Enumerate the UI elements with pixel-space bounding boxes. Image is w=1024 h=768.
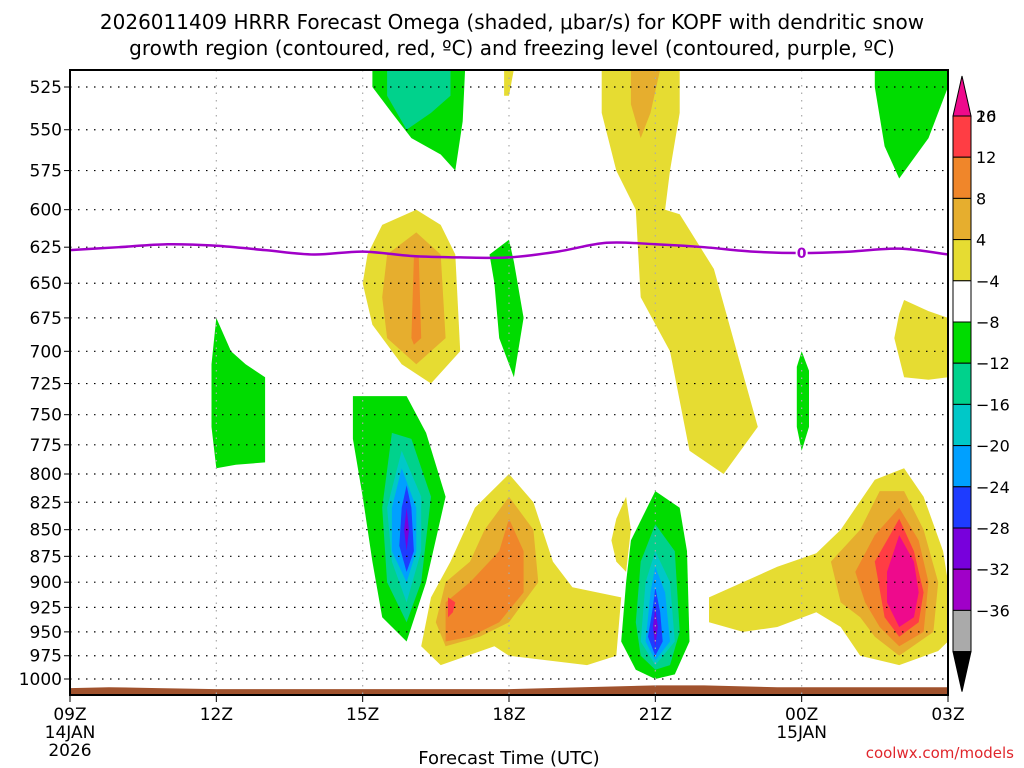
green-blob-left [211, 317, 266, 469]
y-tick-label: 650 [30, 274, 62, 294]
colorbar-label: −16 [976, 395, 1010, 414]
y-tick-label: 675 [30, 309, 62, 329]
teal-blob-top-1 [387, 70, 451, 130]
x-tick-label: 21Z [639, 705, 672, 725]
y-axis-ticks: 525 550 575 600 625 650 675 700 725 750 775 800 825 8… [19, 78, 70, 690]
colorbar-arrow-up [952, 75, 972, 117]
purple-blob-5 [652, 607, 658, 647]
y-tick-label: 775 [30, 436, 62, 456]
colorbar-label: −28 [976, 519, 1010, 538]
colorbar-label: 8 [976, 189, 986, 208]
yellow-blob-small [611, 496, 631, 572]
colorbar-swatch [952, 568, 972, 611]
y-tick-label: 875 [30, 547, 62, 567]
red-blob-4 [448, 597, 456, 618]
terrain-fill [70, 685, 948, 695]
colorbar-label: −4 [976, 272, 1000, 291]
colorbar-swatch [952, 156, 972, 199]
x-tick-date: 14JAN [45, 723, 96, 743]
freezing-label-bg [795, 245, 808, 262]
magenta-blob-6 [887, 535, 919, 627]
colorbar-label: 20 [976, 107, 996, 126]
colorbar-swatch [952, 280, 972, 323]
colorbar-label: 4 [976, 231, 986, 250]
x-tick-label: 09Z [53, 705, 86, 725]
yellow-blob-right-mid [894, 300, 948, 380]
yellow-band-mid [601, 70, 758, 474]
credit-link[interactable]: coolwx.com/models [866, 744, 1014, 762]
x-tick-label: 12Z [200, 705, 233, 725]
colorbar-swatch [952, 115, 972, 158]
colorbar-swatch [952, 197, 972, 241]
y-tick-label: 625 [30, 238, 62, 258]
y-tick-label: 550 [30, 121, 62, 141]
x-axis-label: Forecast Time (UTC) [418, 748, 599, 768]
x-tick-label: 03Z [931, 705, 964, 725]
y-tick-label: 925 [30, 598, 62, 618]
colorbar-label: −12 [976, 354, 1010, 373]
y-tick-label: 750 [30, 406, 62, 426]
x-tick-label: 00Z [785, 705, 818, 725]
colorbar-swatch [952, 445, 972, 488]
colorbar-label: −32 [976, 560, 1010, 579]
colorbar-swatch [952, 527, 972, 570]
yellow-blob-top-1 [504, 70, 514, 96]
colorbar-label: 12 [976, 148, 996, 167]
y-tick-label: 900 [30, 573, 62, 593]
colorbar-swatch [952, 486, 972, 529]
freezing-level-contour: 0 [70, 241, 948, 262]
y-tick-label: 700 [30, 342, 62, 362]
colorbar-label: −8 [976, 313, 1000, 332]
colorbar-swatch [952, 609, 972, 653]
y-tick-label: 725 [30, 375, 62, 395]
chart-title-line1: 2026011409 HRRR Forecast Omega (shaded, … [100, 10, 924, 34]
colorbar-label: −36 [976, 601, 1010, 620]
green-blob-right-mid [796, 351, 809, 451]
x-tick-label: 18Z [492, 705, 525, 725]
colorbar-arrow-down [952, 651, 972, 692]
x-tick-label: 15Z [346, 705, 379, 725]
chart-title-line2: growth region (contoured, red, ºC) and f… [129, 36, 895, 60]
freezing-level-label: 0 [797, 246, 807, 262]
y-tick-label: 800 [30, 465, 62, 485]
y-tick-label: 600 [30, 201, 62, 221]
x-tick-year: 2026 [48, 741, 91, 761]
green-blob-2 [489, 239, 524, 378]
darkorange-blob-2 [411, 257, 422, 345]
omega-shaded-regions [211, 70, 948, 679]
darkorange-blob-4 [445, 518, 524, 642]
green-blob-top-right [874, 70, 948, 179]
y-tick-label: 825 [30, 493, 62, 513]
y-tick-label: 525 [30, 78, 62, 98]
colorbar-label: −20 [976, 437, 1010, 456]
y-tick-label: 1000 [19, 670, 62, 690]
y-tick-label: 950 [30, 623, 62, 643]
colorbar-swatch [952, 321, 972, 364]
colorbar-swatch [952, 403, 972, 447]
colorbar-label: 16 [976, 107, 996, 126]
y-tick-label: 975 [30, 647, 62, 667]
x-tick-date: 15JAN [776, 723, 827, 743]
y-tick-label: 850 [30, 521, 62, 541]
colorbar-swatch [952, 239, 972, 282]
colorbar-swatch [952, 362, 972, 405]
terrain-layer [70, 685, 948, 695]
colorbar-label: −24 [976, 478, 1010, 497]
y-tick-label: 575 [30, 162, 62, 182]
